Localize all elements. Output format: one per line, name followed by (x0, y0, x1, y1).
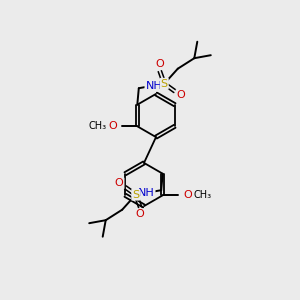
Text: S: S (132, 190, 139, 200)
Text: O: O (115, 178, 124, 188)
Text: O: O (155, 59, 164, 69)
Text: O: O (136, 209, 145, 219)
Text: O: O (176, 90, 185, 100)
Text: NH: NH (146, 81, 162, 91)
Text: S: S (161, 79, 168, 89)
Text: CH₃: CH₃ (88, 121, 107, 131)
Text: CH₃: CH₃ (193, 190, 212, 200)
Text: NH: NH (138, 188, 154, 198)
Text: O: O (108, 121, 117, 131)
Text: O: O (183, 190, 192, 200)
